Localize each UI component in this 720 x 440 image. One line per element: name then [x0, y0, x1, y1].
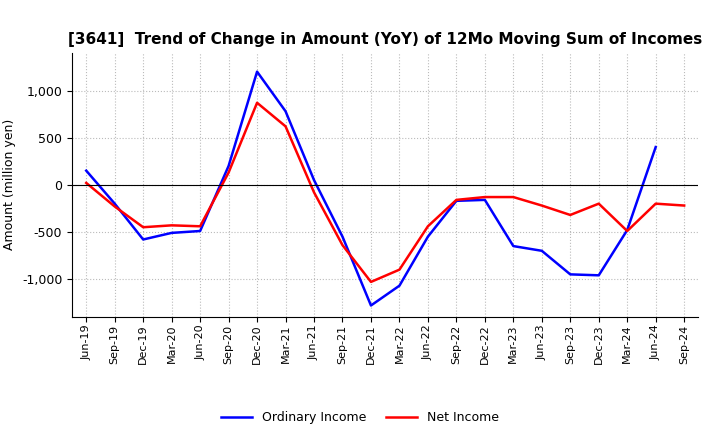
Ordinary Income: [452, 198, 461, 203]
Ordinary Income: [139, 237, 148, 242]
Ordinary Income: [110, 201, 119, 206]
Title: [3641]  Trend of Change in Amount (YoY) of 12Mo Moving Sum of Incomes: [3641] Trend of Change in Amount (YoY) o…: [68, 33, 702, 48]
Ordinary Income: [196, 228, 204, 234]
Net Income: [680, 203, 688, 208]
Ordinary Income: [509, 243, 518, 249]
Ordinary Income: [282, 109, 290, 114]
Ordinary Income: [537, 248, 546, 253]
Net Income: [652, 201, 660, 206]
Ordinary Income: [338, 234, 347, 239]
Net Income: [623, 228, 631, 234]
Net Income: [480, 194, 489, 200]
Ordinary Income: [253, 69, 261, 74]
Ordinary Income: [82, 168, 91, 173]
Net Income: [366, 279, 375, 285]
Net Income: [566, 213, 575, 218]
Ordinary Income: [167, 230, 176, 235]
Net Income: [139, 224, 148, 230]
Line: Ordinary Income: Ordinary Income: [86, 72, 656, 305]
Y-axis label: Amount (million yen): Amount (million yen): [4, 119, 17, 250]
Net Income: [282, 124, 290, 129]
Net Income: [82, 180, 91, 186]
Ordinary Income: [423, 234, 432, 239]
Net Income: [253, 100, 261, 106]
Ordinary Income: [480, 197, 489, 202]
Net Income: [310, 190, 318, 195]
Net Income: [196, 224, 204, 229]
Ordinary Income: [652, 144, 660, 150]
Net Income: [110, 204, 119, 209]
Net Income: [338, 242, 347, 248]
Line: Net Income: Net Income: [86, 103, 684, 282]
Ordinary Income: [595, 273, 603, 278]
Net Income: [225, 170, 233, 175]
Ordinary Income: [623, 227, 631, 233]
Ordinary Income: [366, 303, 375, 308]
Net Income: [595, 201, 603, 206]
Net Income: [509, 194, 518, 200]
Net Income: [423, 224, 432, 229]
Ordinary Income: [225, 163, 233, 169]
Legend: Ordinary Income, Net Income: Ordinary Income, Net Income: [216, 407, 504, 429]
Net Income: [537, 203, 546, 208]
Net Income: [452, 197, 461, 202]
Net Income: [167, 223, 176, 228]
Ordinary Income: [566, 272, 575, 277]
Net Income: [395, 267, 404, 272]
Ordinary Income: [310, 177, 318, 183]
Ordinary Income: [395, 283, 404, 288]
